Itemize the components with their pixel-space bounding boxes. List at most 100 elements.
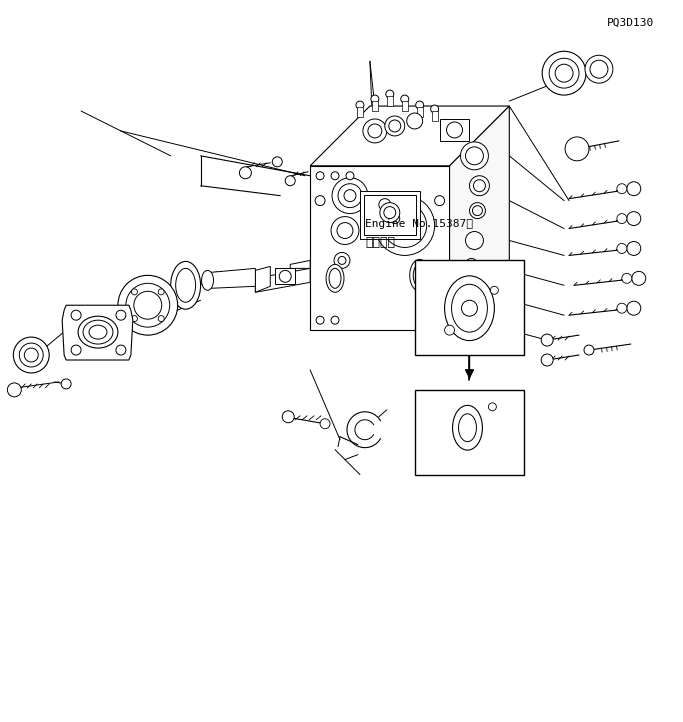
Circle shape <box>542 51 586 95</box>
Circle shape <box>337 222 353 238</box>
Circle shape <box>490 287 499 295</box>
Bar <box>364 195 416 235</box>
Circle shape <box>541 334 553 346</box>
Circle shape <box>386 90 394 98</box>
Circle shape <box>627 241 641 256</box>
Ellipse shape <box>413 264 426 287</box>
Circle shape <box>331 172 339 180</box>
Circle shape <box>549 58 579 88</box>
Polygon shape <box>310 166 449 330</box>
Circle shape <box>460 142 488 170</box>
Bar <box>275 269 295 284</box>
Circle shape <box>462 300 477 316</box>
Bar <box>372 101 378 111</box>
Circle shape <box>617 303 627 313</box>
Circle shape <box>627 182 641 196</box>
Circle shape <box>379 199 391 211</box>
Circle shape <box>469 203 486 219</box>
Circle shape <box>338 183 362 208</box>
Circle shape <box>356 101 364 109</box>
Ellipse shape <box>329 269 341 288</box>
Circle shape <box>466 147 484 165</box>
Polygon shape <box>310 106 510 166</box>
Circle shape <box>375 196 434 256</box>
Ellipse shape <box>201 270 214 290</box>
Ellipse shape <box>410 259 430 291</box>
Circle shape <box>316 172 324 180</box>
Circle shape <box>344 190 356 201</box>
Circle shape <box>473 206 482 216</box>
Circle shape <box>389 120 401 132</box>
Circle shape <box>371 95 379 103</box>
Circle shape <box>445 325 455 335</box>
Circle shape <box>617 214 627 224</box>
Circle shape <box>61 379 71 389</box>
Circle shape <box>134 291 162 319</box>
Circle shape <box>279 270 291 282</box>
Circle shape <box>627 301 641 316</box>
Circle shape <box>555 64 573 82</box>
Circle shape <box>334 253 350 269</box>
Circle shape <box>617 243 627 253</box>
Circle shape <box>447 122 462 138</box>
Bar <box>360 191 419 238</box>
Bar <box>440 119 469 141</box>
Circle shape <box>385 116 405 136</box>
Polygon shape <box>255 269 310 292</box>
Bar <box>387 96 393 106</box>
Ellipse shape <box>451 284 488 332</box>
Bar <box>415 261 525 355</box>
Circle shape <box>126 283 169 327</box>
Circle shape <box>393 214 417 238</box>
Ellipse shape <box>171 261 201 309</box>
Ellipse shape <box>326 264 344 292</box>
Circle shape <box>19 343 43 367</box>
Circle shape <box>384 206 395 219</box>
Circle shape <box>617 183 627 193</box>
Circle shape <box>627 212 641 225</box>
Circle shape <box>469 175 490 196</box>
Circle shape <box>71 310 81 320</box>
Circle shape <box>273 157 282 167</box>
Circle shape <box>570 142 584 156</box>
Polygon shape <box>449 106 510 330</box>
Circle shape <box>434 196 445 206</box>
Circle shape <box>565 137 589 161</box>
Circle shape <box>368 124 382 138</box>
Polygon shape <box>290 261 310 269</box>
Ellipse shape <box>445 276 494 341</box>
Circle shape <box>131 289 137 295</box>
Circle shape <box>401 95 408 103</box>
Text: PQ3D130: PQ3D130 <box>607 18 654 28</box>
Circle shape <box>584 345 594 355</box>
Ellipse shape <box>176 269 195 303</box>
Circle shape <box>473 180 486 192</box>
Ellipse shape <box>89 325 107 339</box>
Circle shape <box>363 119 387 143</box>
Circle shape <box>158 289 164 295</box>
Circle shape <box>466 232 484 250</box>
Text: Engine No.15387～: Engine No.15387～ <box>365 219 473 230</box>
Circle shape <box>622 274 632 283</box>
Circle shape <box>407 113 423 129</box>
Circle shape <box>632 271 645 285</box>
Ellipse shape <box>78 316 118 348</box>
Circle shape <box>431 105 438 113</box>
Circle shape <box>118 275 178 335</box>
Circle shape <box>390 214 400 224</box>
Circle shape <box>338 256 346 264</box>
Circle shape <box>320 419 330 429</box>
Circle shape <box>158 316 164 321</box>
Circle shape <box>383 204 427 248</box>
Bar <box>402 101 408 111</box>
Circle shape <box>332 178 368 214</box>
Circle shape <box>315 196 325 206</box>
Circle shape <box>541 354 553 366</box>
Ellipse shape <box>453 405 482 450</box>
Ellipse shape <box>466 262 477 279</box>
Circle shape <box>282 411 294 423</box>
Circle shape <box>8 383 21 397</box>
Ellipse shape <box>464 258 479 282</box>
Circle shape <box>488 403 497 411</box>
Circle shape <box>346 172 354 180</box>
